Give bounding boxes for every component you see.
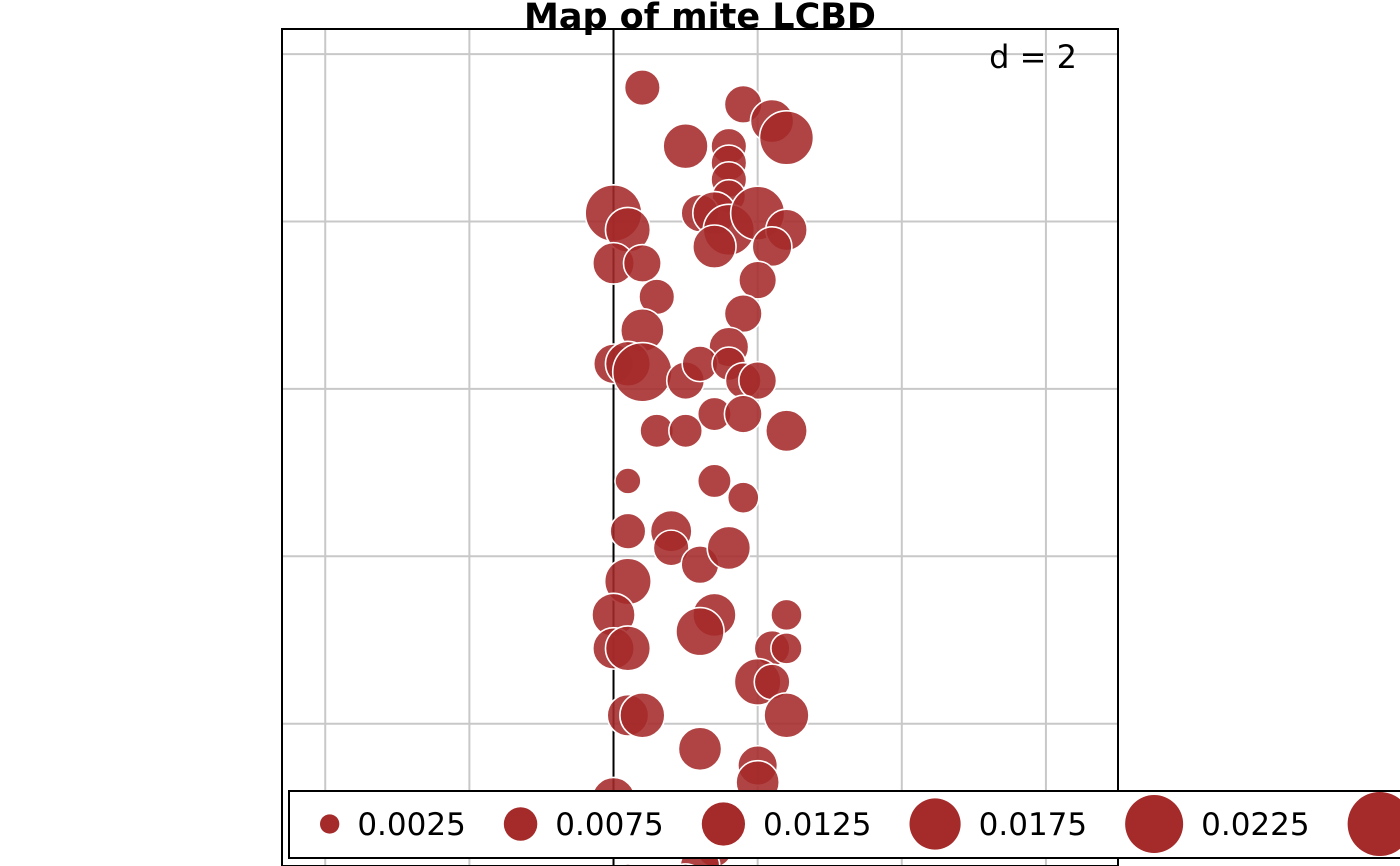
site-point-5	[662, 122, 709, 170]
legend-key-3	[701, 802, 746, 846]
site-point-55	[770, 631, 803, 665]
site-point-18	[751, 226, 793, 268]
plot-frame	[281, 28, 1119, 866]
size-legend: 0.0025 0.0075 0.0125 0.0175 0.0225	[288, 790, 1400, 859]
legend-key-1	[320, 814, 340, 834]
chart-title: Map of mite LCBD	[524, 0, 876, 37]
site-point-1	[623, 68, 661, 107]
site-point-4	[758, 110, 815, 166]
legend-key-5	[1125, 795, 1184, 853]
legend-key-6	[1347, 791, 1400, 857]
site-point-44	[652, 529, 690, 567]
site-point-46	[706, 525, 752, 571]
legend-label-1: 0.0025	[357, 807, 465, 843]
site-point-60	[763, 692, 810, 739]
legend-label-3: 0.0125	[763, 807, 871, 843]
site-point-33	[738, 360, 778, 401]
site-point-61	[677, 726, 723, 772]
legend-key-4	[909, 798, 961, 850]
legend-box	[288, 790, 1400, 859]
site-point-40	[696, 463, 732, 499]
site-point-42	[609, 512, 647, 550]
site-point-35	[723, 394, 763, 434]
site-point-53	[604, 625, 652, 672]
legend-label-2: 0.0075	[555, 807, 663, 843]
site-point-36	[764, 409, 809, 453]
site-point-20	[622, 243, 662, 284]
site-point-41	[726, 481, 760, 515]
legend-label-4: 0.0175	[979, 807, 1087, 843]
legend-label-5: 0.0225	[1201, 807, 1309, 843]
site-points	[584, 68, 815, 866]
site-point-39	[614, 467, 642, 495]
grid-spacing-label: d = 2	[989, 38, 1077, 76]
site-point-59	[619, 692, 666, 739]
site-point-21	[738, 260, 778, 300]
site-point-51	[675, 606, 725, 657]
legend-key-2	[503, 807, 538, 841]
site-point-28	[611, 341, 673, 403]
site-point-50	[770, 598, 803, 632]
site-point-38	[668, 413, 704, 449]
site-point-17	[691, 224, 737, 270]
